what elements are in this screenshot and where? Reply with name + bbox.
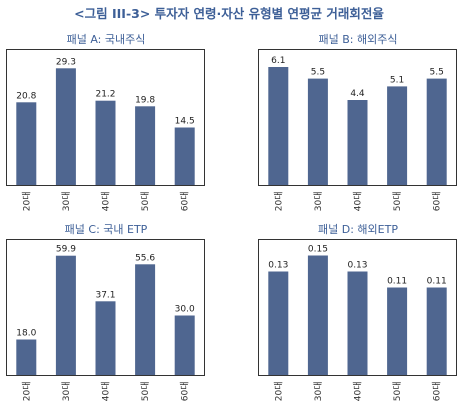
panel-c: 패널 C: 국내 ETP 18.0 20대 59.9 30대 37.1 40대 55.6 50… xyxy=(6,221,206,406)
x-tick-label: 50대 xyxy=(392,382,403,402)
data-label: 14.5 xyxy=(175,117,195,127)
bar xyxy=(55,68,76,186)
x-tick-label: 50대 xyxy=(140,192,151,212)
data-label: 29.3 xyxy=(56,57,76,67)
bar xyxy=(268,271,289,376)
plot-frame xyxy=(258,239,457,376)
bar xyxy=(426,287,447,376)
panel-title: 패널 B: 해외주식 xyxy=(318,33,398,46)
panel-c-chart: 18.0 20대 59.9 30대 37.1 40대 55.6 50대 30.0 60대 xyxy=(6,239,205,402)
bar xyxy=(16,102,37,186)
plot-frame xyxy=(6,239,205,376)
data-label: 21.2 xyxy=(95,90,115,100)
bar xyxy=(55,255,76,376)
x-tick-label: 60대 xyxy=(180,192,191,212)
bar xyxy=(307,255,328,376)
data-label: 5.1 xyxy=(390,75,404,85)
plot-frame xyxy=(6,49,205,186)
panel-title: 패널 D: 해외ETP xyxy=(318,223,398,236)
data-label: 37.1 xyxy=(95,290,115,300)
x-tick-label: 60대 xyxy=(432,382,443,402)
data-label: 5.5 xyxy=(430,68,444,78)
bar xyxy=(387,86,408,186)
x-tick-label: 20대 xyxy=(21,192,32,212)
data-label: 0.11 xyxy=(427,277,447,287)
data-label: 6.1 xyxy=(271,56,285,66)
data-label: 0.13 xyxy=(268,261,288,271)
x-tick-label: 30대 xyxy=(61,382,72,402)
data-label: 19.8 xyxy=(135,95,155,105)
x-tick-label: 60대 xyxy=(432,192,443,212)
bar xyxy=(347,100,368,186)
x-tick-label: 20대 xyxy=(273,382,284,402)
bar xyxy=(135,106,156,186)
x-tick-label: 40대 xyxy=(101,192,112,212)
x-tick-label: 20대 xyxy=(273,192,284,212)
data-label: 4.4 xyxy=(350,89,365,99)
x-tick-label: 50대 xyxy=(392,192,403,212)
x-tick-label: 30대 xyxy=(313,382,324,402)
bar xyxy=(387,287,408,376)
figure-title: <그림 III-3> 투자자 연령·자산 유형별 연평균 거래회전율 xyxy=(74,6,384,21)
x-tick-label: 20대 xyxy=(21,382,32,402)
bar xyxy=(174,127,195,186)
plot-frame xyxy=(258,49,457,186)
bar xyxy=(95,100,116,186)
bar xyxy=(16,339,37,376)
panel-title: 패널 A: 국내주식 xyxy=(66,33,146,46)
data-label: 0.15 xyxy=(308,245,328,255)
data-label: 18.0 xyxy=(16,329,36,339)
x-tick-label: 30대 xyxy=(313,192,324,212)
panel-b: 패널 B: 해외주식 6.1 20대 5.5 30대 4.4 40대 5.1 50대 5.5 60… xyxy=(258,31,458,216)
panel-a: 패널 A: 국내주식 20.8 20대 29.3 30대 21.2 40대 19.8 50대 1… xyxy=(6,31,206,216)
bar xyxy=(95,301,116,376)
data-label: 0.13 xyxy=(347,261,367,271)
panel-d: 패널 D: 해외ETP 0.13 20대 0.15 30대 0.13 40대 0.11 50대… xyxy=(258,221,458,406)
data-label: 0.11 xyxy=(387,277,407,287)
bar xyxy=(268,67,289,186)
panel-title: 패널 C: 국내 ETP xyxy=(64,223,148,236)
panel-b-chart: 6.1 20대 5.5 30대 4.4 40대 5.1 50대 5.5 60대 xyxy=(258,49,457,212)
data-label: 59.9 xyxy=(56,245,76,255)
x-tick-label: 40대 xyxy=(353,192,364,212)
panel-d-chart: 0.13 20대 0.15 30대 0.13 40대 0.11 50대 0.11 60대 xyxy=(258,239,457,402)
bar xyxy=(426,78,447,186)
x-tick-label: 60대 xyxy=(180,382,191,402)
x-tick-label: 40대 xyxy=(353,382,364,402)
x-tick-label: 30대 xyxy=(61,192,72,212)
data-label: 20.8 xyxy=(16,91,36,101)
data-label: 30.0 xyxy=(175,305,195,315)
bar xyxy=(307,78,328,186)
bar xyxy=(174,315,195,376)
x-tick-label: 50대 xyxy=(140,382,151,402)
bar xyxy=(135,264,156,376)
bar xyxy=(347,271,368,376)
data-label: 55.6 xyxy=(135,253,155,263)
x-tick-label: 40대 xyxy=(101,382,112,402)
panel-a-chart: 20.8 20대 29.3 30대 21.2 40대 19.8 50대 14.5 60대 xyxy=(6,49,205,212)
data-label: 5.5 xyxy=(311,68,325,78)
